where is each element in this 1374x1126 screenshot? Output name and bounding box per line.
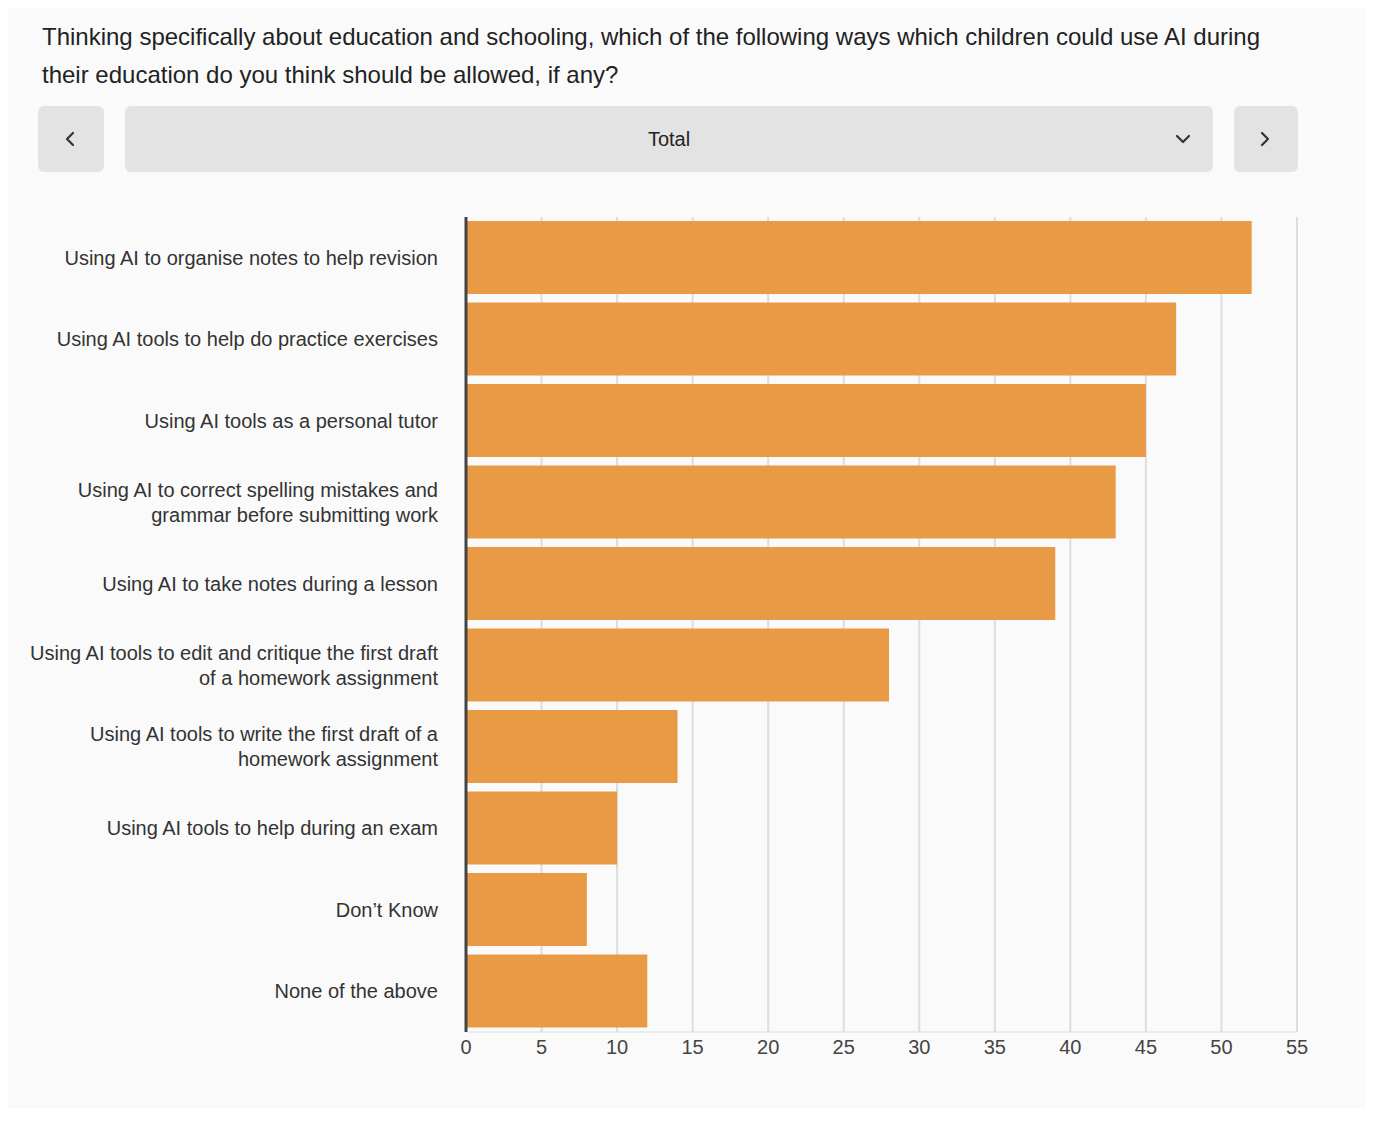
svg-text:Using AI to organise notes to: Using AI to organise notes to help revis… bbox=[64, 247, 438, 269]
svg-text:Using AI tools as a personal t: Using AI tools as a personal tutor bbox=[145, 410, 439, 432]
svg-text:None of the above: None of the above bbox=[275, 980, 438, 1002]
svg-text:35: 35 bbox=[984, 1036, 1006, 1058]
svg-text:25: 25 bbox=[833, 1036, 855, 1058]
svg-text:Using AI to take notes during: Using AI to take notes during a lesson bbox=[102, 573, 438, 595]
html-text:Total: Total bbox=[647, 127, 691, 150]
svg-text:Using AI tools to help during: Using AI tools to help during an exam bbox=[107, 817, 438, 839]
svg-text:15: 15 bbox=[682, 1036, 704, 1058]
html-text:Thinking specifically about ed: Thinking specifically about education an… bbox=[42, 23, 1260, 88]
svg-text:Don’t Know: Don’t Know bbox=[336, 899, 439, 921]
svg-text:50: 50 bbox=[1210, 1036, 1232, 1058]
svg-text:10: 10 bbox=[606, 1036, 628, 1058]
svg-text:30: 30 bbox=[908, 1036, 930, 1058]
svg-text:Using AI to correct spelling m: Using AI to correct spelling mistakes an… bbox=[78, 479, 439, 526]
svg-text:Using AI tools to write the fi: Using AI tools to write the first draft … bbox=[90, 723, 439, 770]
svg-text:0: 0 bbox=[460, 1036, 471, 1058]
svg-text:Using AI tools to help do prac: Using AI tools to help do practice exerc… bbox=[57, 328, 438, 350]
svg-text:20: 20 bbox=[757, 1036, 779, 1058]
svg-text:5: 5 bbox=[536, 1036, 547, 1058]
svg-text:45: 45 bbox=[1135, 1036, 1157, 1058]
svg-text:40: 40 bbox=[1059, 1036, 1081, 1058]
svg-text:Using AI tools to edit and cri: Using AI tools to edit and critique the … bbox=[30, 642, 438, 689]
svg-text:55: 55 bbox=[1286, 1036, 1308, 1058]
